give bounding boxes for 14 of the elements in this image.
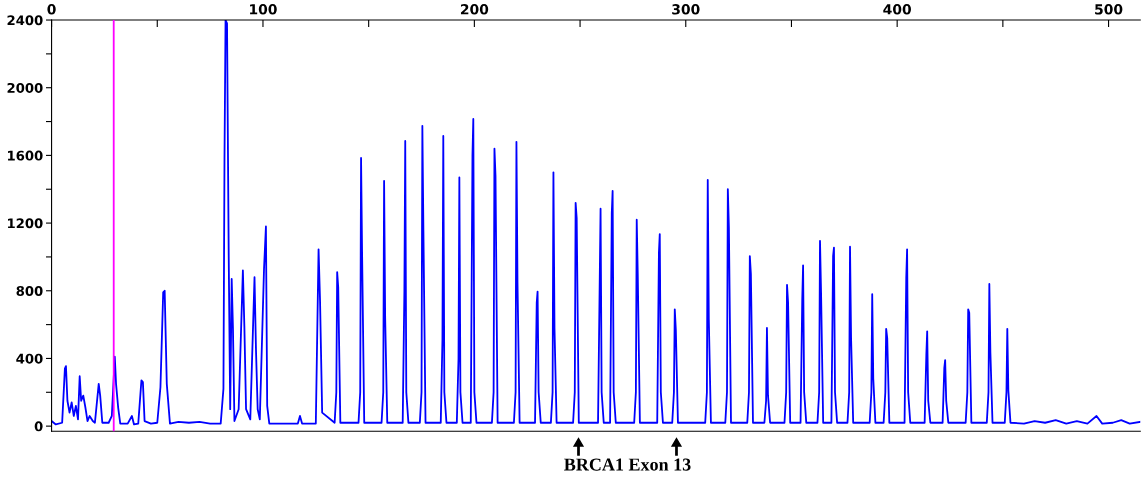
y-tick-label: 400 bbox=[16, 353, 43, 364]
x-tick-label: 300 bbox=[672, 4, 700, 15]
x-tick-label: 200 bbox=[460, 4, 489, 15]
x-tick-label: 0 bbox=[47, 4, 56, 15]
x-tick-label: 100 bbox=[250, 4, 277, 15]
y-tick-label: 1600 bbox=[8, 150, 43, 161]
x-tick-label: 500 bbox=[1095, 4, 1123, 15]
x-tick-label: 400 bbox=[883, 4, 911, 15]
y-tick-label: 2000 bbox=[7, 82, 43, 93]
y-tick-label: 2400 bbox=[7, 15, 43, 26]
y-tick-label: 0 bbox=[34, 421, 43, 432]
y-tick-label: 800 bbox=[16, 285, 43, 296]
y-tick-label: 1200 bbox=[8, 218, 43, 229]
text: BRCA1 Exon 13 bbox=[564, 458, 691, 471]
